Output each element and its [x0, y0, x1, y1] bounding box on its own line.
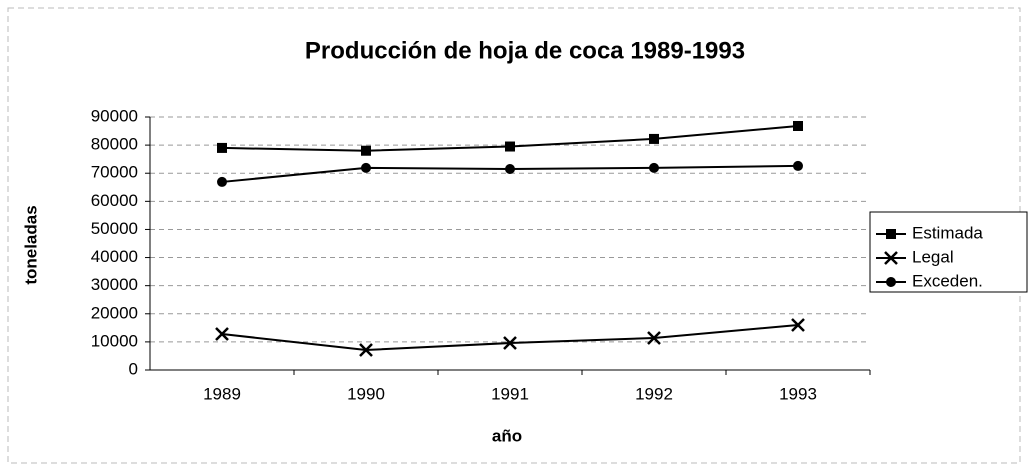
y-tick-label: 60000 [91, 191, 138, 210]
y-tick-label: 70000 [91, 163, 138, 182]
marker [793, 120, 803, 131]
legend-label: Legal [912, 247, 954, 266]
marker [215, 327, 229, 341]
marker [217, 176, 227, 187]
x-tick-label: 1989 [203, 384, 241, 403]
y-tick-label: 20000 [91, 303, 138, 322]
legend-label: Estimada [912, 223, 983, 242]
legend-marker [884, 251, 898, 265]
x-axis-title: año [492, 426, 522, 445]
legend-label: Exceden. [912, 271, 983, 290]
marker [505, 141, 515, 152]
marker [649, 133, 659, 144]
legend-marker [886, 277, 896, 287]
marker [647, 331, 661, 345]
legend-marker [886, 229, 896, 239]
marker [361, 162, 371, 173]
chart-title: Producción de hoja de coca 1989-1993 [305, 37, 745, 64]
y-tick-label: 80000 [91, 135, 138, 154]
y-tick-label: 30000 [91, 275, 138, 294]
chart-border [7, 7, 1021, 464]
x-tick-label: 1993 [779, 384, 817, 403]
marker [361, 145, 371, 156]
y-tick-label: 40000 [91, 247, 138, 266]
y-tick-label: 10000 [91, 331, 138, 350]
marker [793, 160, 803, 171]
y-tick-label: 50000 [91, 219, 138, 238]
y-tick-label: 0 [129, 359, 138, 378]
line [221, 324, 799, 352]
x-tick-label: 1992 [635, 384, 673, 403]
marker [217, 142, 227, 153]
marker [359, 343, 373, 357]
marker [503, 336, 517, 350]
marker [649, 162, 659, 173]
x-tick-label: 1990 [347, 384, 385, 403]
y-tick-label: 90000 [91, 106, 138, 125]
x-tick-label: 1991 [491, 384, 529, 403]
marker [791, 318, 805, 332]
y-axis-title: toneladas [21, 205, 40, 284]
marker [505, 164, 515, 175]
